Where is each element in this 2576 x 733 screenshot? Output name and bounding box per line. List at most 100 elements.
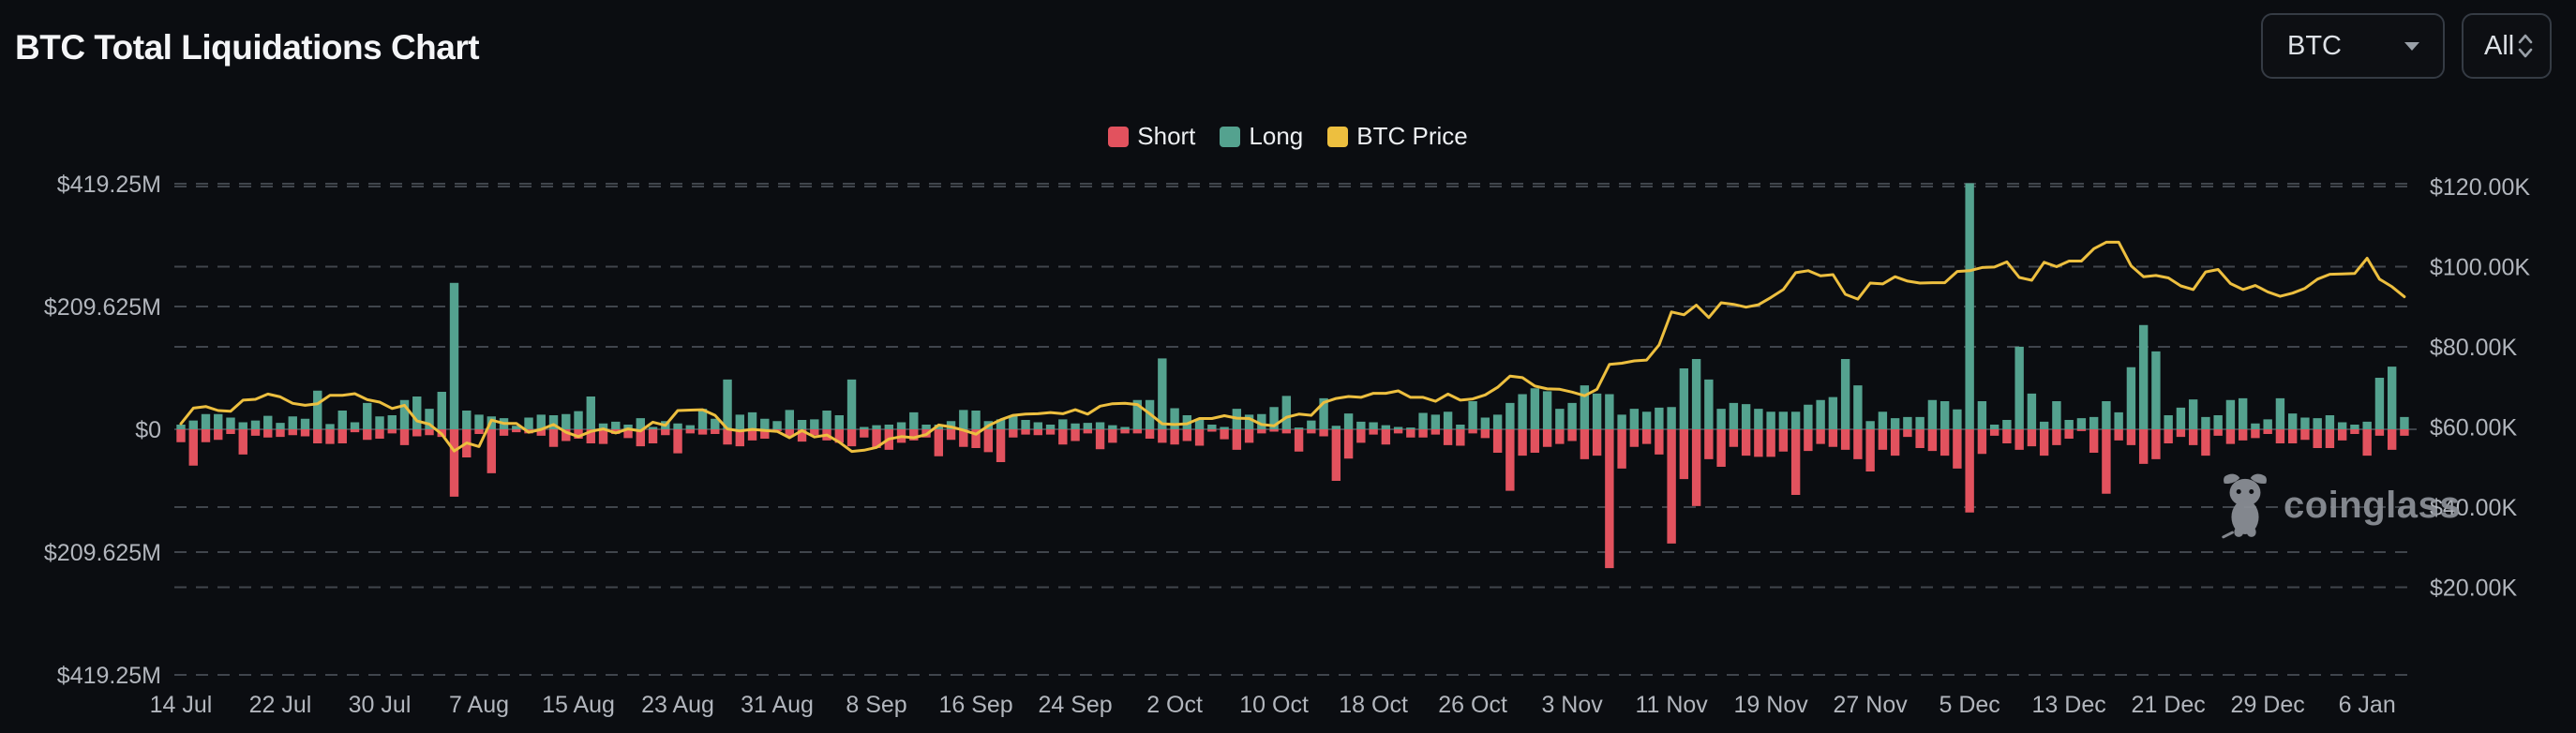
long-bar[interactable] [1878,411,1888,429]
long-bar[interactable] [188,420,198,429]
long-bar[interactable] [860,426,869,429]
short-bar[interactable] [2225,429,2236,444]
long-bar[interactable] [872,425,881,429]
short-bar[interactable] [860,429,869,438]
long-bar[interactable] [2138,324,2149,429]
long-bar[interactable] [1977,401,1987,429]
short-bar[interactable] [250,429,261,436]
long-bar[interactable] [909,411,919,429]
short-bar[interactable] [2350,429,2359,434]
short-bar[interactable] [959,429,968,447]
btc-price-line[interactable] [179,240,2406,454]
short-bar[interactable] [1865,429,1875,471]
short-bar[interactable] [1281,429,1292,434]
symbol-dropdown[interactable]: BTC [2261,13,2445,79]
long-bar[interactable] [1443,411,1453,429]
short-bar[interactable] [2014,429,2024,450]
long-bar[interactable] [772,421,782,429]
short-bar[interactable] [636,429,645,447]
short-bar[interactable] [2387,429,2397,450]
long-bar[interactable] [1158,358,1167,429]
long-bar[interactable] [2201,416,2210,429]
long-bar[interactable] [1927,399,1938,429]
short-bar[interactable] [1828,429,1838,447]
long-bar[interactable] [1406,427,1415,429]
short-bar[interactable] [288,429,297,436]
long-bar[interactable] [536,414,546,429]
long-bar[interactable] [238,422,247,429]
long-bar[interactable] [1530,388,1540,429]
short-bar[interactable] [1430,429,1441,435]
short-bar[interactable] [1194,429,1205,446]
short-bar[interactable] [474,429,484,434]
short-bar[interactable] [1120,429,1130,434]
long-bar[interactable] [822,411,831,429]
long-bar[interactable] [2325,415,2335,429]
long-bar[interactable] [1766,411,1775,429]
short-bar[interactable] [1903,429,1912,438]
short-bar[interactable] [1158,429,1167,443]
short-bar[interactable] [2064,429,2074,439]
long-bar[interactable] [2114,411,2123,429]
long-bar[interactable] [747,411,757,429]
long-bar[interactable] [1058,419,1068,429]
short-bar[interactable] [711,429,720,434]
long-bar[interactable] [723,379,732,429]
short-bar[interactable] [971,429,981,448]
short-bar[interactable] [2337,429,2347,441]
short-bar[interactable] [1058,429,1068,445]
long-bar[interactable] [1319,397,1328,429]
short-bar[interactable] [1319,429,1328,437]
long-bar[interactable] [1045,425,1056,429]
short-bar[interactable] [512,429,521,433]
long-bar[interactable] [1393,426,1403,429]
short-bar[interactable] [363,429,372,441]
long-bar[interactable] [1804,404,1813,429]
short-bar[interactable] [1754,429,1763,457]
long-bar[interactable] [176,425,186,429]
long-bar[interactable] [1915,416,1925,429]
short-bar[interactable] [536,429,546,436]
long-bar[interactable] [810,419,819,429]
short-bar[interactable] [1468,429,1477,434]
short-bar[interactable] [263,429,273,438]
short-bar[interactable] [1108,429,1117,443]
short-bar[interactable] [387,429,397,434]
long-bar[interactable] [1853,385,1863,429]
short-bar[interactable] [1369,429,1378,435]
long-bar[interactable] [2313,418,2322,429]
short-bar[interactable] [313,429,322,443]
short-bar[interactable] [1939,429,1950,456]
long-bar[interactable] [2225,399,2236,429]
short-bar[interactable] [176,429,186,442]
long-bar[interactable] [1729,402,1739,429]
long-bar[interactable] [685,425,695,429]
short-bar[interactable] [1567,429,1577,441]
short-bar[interactable] [1418,429,1428,438]
long-bar[interactable] [2213,415,2223,429]
long-bar[interactable] [288,416,297,429]
short-bar[interactable] [946,429,956,441]
short-bar[interactable] [2052,429,2061,445]
long-bar[interactable] [325,424,335,429]
long-bar[interactable] [524,417,533,429]
short-bar[interactable] [1331,429,1341,481]
short-bar[interactable] [1629,429,1640,447]
long-bar[interactable] [399,399,410,429]
short-bar[interactable] [983,429,994,453]
long-bar[interactable] [474,414,484,429]
long-bar[interactable] [1828,396,1838,429]
short-bar[interactable] [747,429,757,441]
short-bar[interactable] [487,429,496,473]
long-bar[interactable] [1343,413,1354,429]
short-bar[interactable] [1294,429,1304,452]
short-bar[interactable] [1605,429,1614,569]
long-bar[interactable] [934,425,944,429]
short-bar[interactable] [2114,429,2123,441]
long-bar[interactable] [1939,401,1950,429]
long-bar[interactable] [1220,426,1229,429]
long-bar[interactable] [1617,414,1626,429]
short-bar[interactable] [1953,429,1962,469]
long-bar[interactable] [1120,426,1130,429]
short-bar[interactable] [325,429,335,444]
